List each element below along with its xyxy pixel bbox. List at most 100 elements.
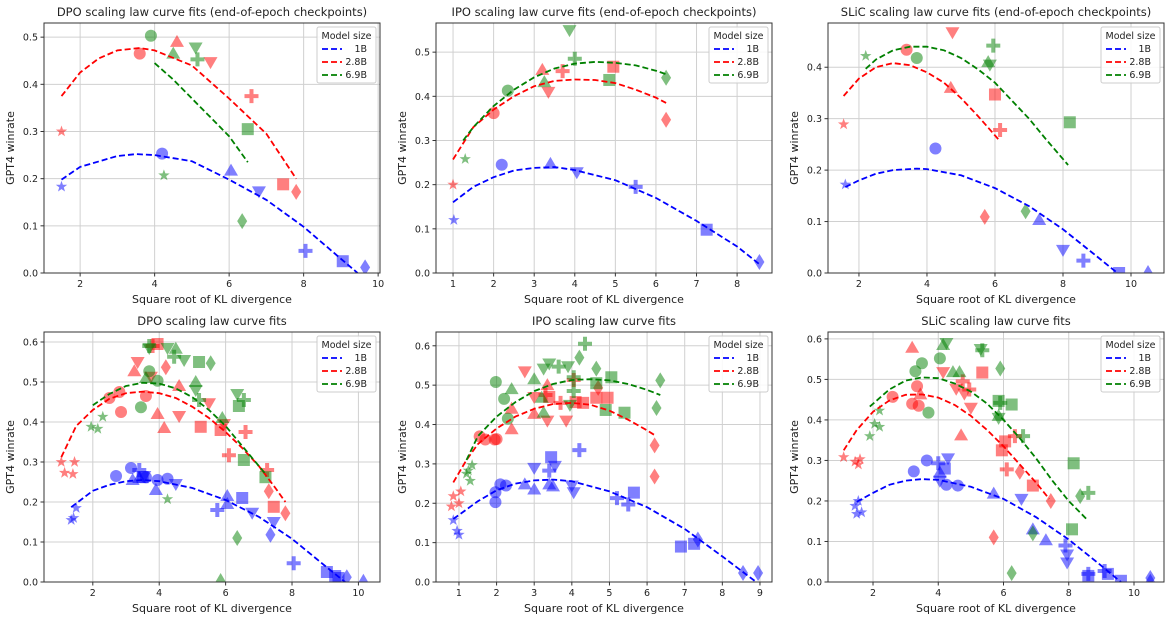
- y-tick-label: 0.2: [23, 174, 38, 185]
- data-point-star-marker: [852, 458, 864, 470]
- data-point-triangle-down-marker: [251, 186, 266, 199]
- data-point-circle-marker: [909, 365, 922, 378]
- y-tick-label: 0.5: [415, 48, 430, 59]
- x-tick-label: 10: [1125, 279, 1137, 290]
- data-point-circle-marker: [929, 142, 942, 155]
- x-tick-label: 8: [301, 279, 307, 290]
- data-point-circle-marker: [498, 392, 511, 405]
- data-point-square-marker: [1114, 574, 1127, 582]
- axes-frame: [43, 22, 381, 274]
- chart-panel-1: 2 4 6 8 10 0.0 0.1 0.2 0.3 0.4 0.5 DPO scaling law …: [4, 5, 384, 306]
- fit-curve-2.8B: [60, 390, 287, 503]
- y-tick-label: 0.0: [807, 269, 822, 280]
- data-point-triangle-down-marker: [540, 415, 555, 428]
- legend-label: 1B: [1138, 353, 1151, 364]
- data-point-plus-marker: [192, 393, 207, 407]
- data-point-triangle-up-marker: [215, 573, 226, 582]
- data-point-star-marker: [55, 456, 67, 467]
- data-point-diamond-marker: [341, 569, 352, 582]
- data-point-plus-marker: [962, 382, 977, 397]
- data-point-square-marker: [136, 471, 149, 484]
- data-point-diamond-marker: [649, 468, 660, 485]
- y-axis-label: GPT4 winrate: [396, 420, 409, 494]
- data-point-diamond-marker: [661, 69, 672, 86]
- data-point-triangle-up-marker: [536, 405, 551, 418]
- data-point-triangle-down-marker: [1060, 557, 1075, 570]
- data-point-star-marker: [839, 178, 852, 190]
- x-tick-label: 8: [289, 588, 295, 599]
- legend: Model size 1B 2.8B 6.9B: [316, 26, 377, 84]
- x-tick-label: 3: [531, 588, 537, 599]
- data-point-circle-marker: [110, 470, 123, 482]
- data-point-plus-marker: [975, 343, 990, 358]
- data-point-triangle-up-marker: [150, 407, 165, 419]
- fit-curve-1B: [856, 478, 1122, 582]
- data-point-square-marker: [1005, 398, 1018, 411]
- data-point-diamond-marker: [1145, 569, 1156, 582]
- data-point-triangle-down-marker: [527, 391, 542, 404]
- x-tick-label: 2: [90, 588, 96, 599]
- axes-frame: [435, 331, 773, 583]
- data-point-square-marker: [674, 540, 687, 553]
- data-point-triangle-down-marker: [936, 367, 951, 380]
- data-point-square-marker: [194, 420, 207, 433]
- y-tick-label: 0.4: [415, 420, 430, 431]
- data-point-square-marker: [992, 394, 1005, 407]
- data-point-triangle-up-marker: [220, 497, 235, 509]
- data-point-triangle-up-marker: [527, 482, 542, 495]
- y-tick-label: 0.2: [807, 166, 822, 177]
- data-point-plus-marker: [566, 370, 581, 385]
- data-point-circle-marker: [900, 43, 913, 56]
- plot-content: [837, 27, 1153, 273]
- data-point-triangle-down-marker: [1014, 493, 1029, 506]
- data-point-triangle-up-marker: [358, 573, 369, 582]
- data-point-star-marker: [868, 418, 881, 429]
- x-tick-label: 10: [1128, 588, 1140, 599]
- data-point-diamond-marker: [1006, 565, 1017, 582]
- x-tick-label: 2: [856, 279, 862, 290]
- x-tick-label: 4: [156, 588, 162, 599]
- fit-curve-6.9B: [462, 60, 667, 142]
- data-point-square-marker: [938, 462, 951, 475]
- data-point-triangle-up-marker: [534, 390, 549, 403]
- y-tick-label: 0.4: [807, 415, 822, 426]
- data-point-square-marker: [577, 396, 590, 409]
- data-point-diamond-marker: [995, 360, 1006, 377]
- data-point-plus-marker: [577, 336, 592, 351]
- data-point-plus-marker: [167, 349, 182, 364]
- data-point-square-marker: [232, 400, 245, 412]
- data-point-plus-marker: [551, 359, 566, 374]
- legend-label: 6.9B: [345, 379, 367, 390]
- data-point-triangle-up-marker: [913, 387, 928, 400]
- chart-title: IPO scaling law curve fits (end-of-epoch…: [452, 5, 757, 19]
- data-point-star-marker: [851, 507, 863, 519]
- x-axis-label: Square root of KL divergence: [524, 602, 684, 615]
- data-point-triangle-up-marker: [943, 80, 958, 93]
- data-point-triangle-up-marker: [188, 375, 203, 387]
- chart-panel-2: 1 2 3 4 5 6 7 8 0.0 0.1 0.2 0.3 0.4 0.5 IPO scaling la…: [396, 5, 773, 306]
- y-axis-label: GPT4 winrate: [4, 111, 17, 185]
- data-point-plus-marker: [190, 52, 205, 67]
- legend-label: 6.9B: [737, 379, 759, 390]
- data-point-diamond-marker: [988, 529, 999, 546]
- chart-title: SLiC scaling law curve fits: [921, 314, 1071, 328]
- data-point-square-marker: [1066, 523, 1079, 536]
- data-point-triangle-down-marker: [1055, 244, 1070, 257]
- x-tick-label: 3: [531, 279, 537, 290]
- x-tick-label: 4: [152, 279, 158, 290]
- data-point-plus-marker: [566, 384, 581, 399]
- y-tick-label: 0.2: [415, 499, 430, 510]
- data-point-star-marker: [837, 118, 850, 130]
- data-point-triangle-down-marker: [982, 59, 997, 72]
- data-point-triangle-down-marker: [527, 462, 542, 475]
- data-point-diamond-marker: [753, 564, 764, 581]
- data-point-square-marker: [1101, 567, 1114, 580]
- data-point-square-marker: [1067, 457, 1080, 470]
- data-point-square-marker: [590, 391, 603, 404]
- data-point-plus-marker: [572, 443, 587, 458]
- data-point-triangle-down-marker: [188, 42, 203, 55]
- y-tick-label: 0.1: [415, 538, 430, 549]
- data-point-diamond-marker: [1045, 492, 1056, 509]
- y-tick-label: 0.5: [23, 33, 38, 44]
- data-point-star-marker: [70, 502, 82, 513]
